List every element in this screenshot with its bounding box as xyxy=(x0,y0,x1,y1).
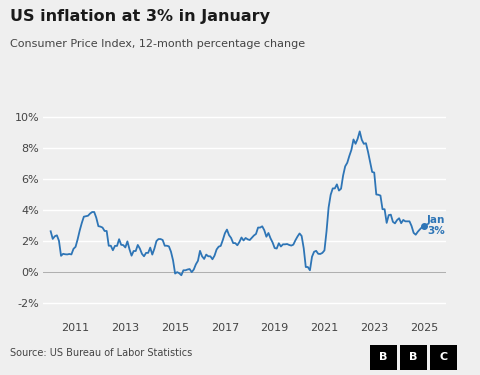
Text: C: C xyxy=(440,352,448,362)
Text: B: B xyxy=(379,352,387,362)
FancyBboxPatch shape xyxy=(400,345,427,370)
FancyBboxPatch shape xyxy=(430,345,457,370)
Text: Jan
3%: Jan 3% xyxy=(427,215,445,236)
Text: Source: US Bureau of Labor Statistics: Source: US Bureau of Labor Statistics xyxy=(10,348,192,358)
FancyBboxPatch shape xyxy=(370,345,397,370)
Text: B: B xyxy=(409,352,418,362)
Text: US inflation at 3% in January: US inflation at 3% in January xyxy=(10,9,270,24)
Text: Consumer Price Index, 12-month percentage change: Consumer Price Index, 12-month percentag… xyxy=(10,39,305,50)
